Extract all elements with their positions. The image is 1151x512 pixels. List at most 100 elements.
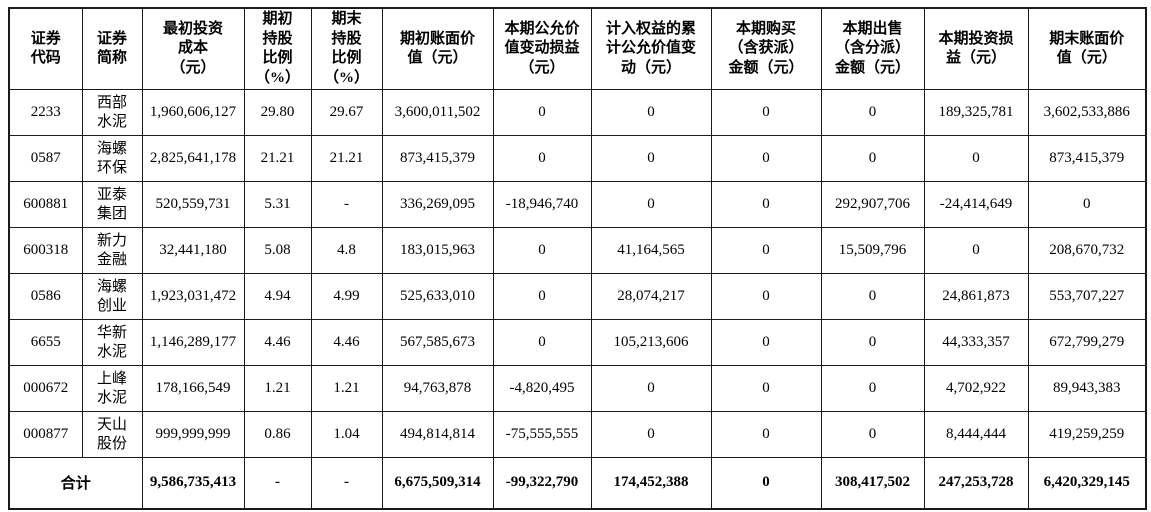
value-cell: 0 — [492, 135, 592, 182]
value-cell: 208,670,732 — [1027, 227, 1147, 274]
table-row: 000672 上峰 水泥 178,166,549 1.21 1.21 94,763,878… — [8, 365, 1147, 412]
total-label: 合计 — [8, 457, 143, 509]
total-value-cell: 6,675,509,314 — [381, 457, 494, 509]
column-header: 期初 持股 比例 （%） — [243, 7, 312, 90]
security-code: 600881 — [8, 181, 83, 228]
column-header: 期初账面价 值（元） — [381, 7, 494, 90]
value-cell: 105,213,606 — [590, 319, 712, 366]
value-cell: 0 — [820, 89, 925, 136]
table-body: 2233 西部 水泥 1,960,606,127 29.80 29.67 3,600,01… — [8, 89, 1147, 458]
value-cell: 3,600,011,502 — [381, 89, 494, 136]
security-name: 新力 金融 — [81, 227, 143, 274]
value-cell: 0 — [492, 227, 592, 274]
value-cell: 0 — [492, 319, 592, 366]
total-value-cell: - — [310, 457, 383, 509]
value-cell: 0 — [710, 319, 822, 366]
value-cell: 567,585,673 — [381, 319, 494, 366]
security-name: 上峰 水泥 — [81, 365, 143, 412]
value-cell: 0 — [590, 135, 712, 182]
value-cell: 0 — [710, 227, 822, 274]
column-header: 证券 代码 — [8, 7, 83, 90]
value-cell: 0 — [710, 411, 822, 458]
value-cell: 525,633,010 — [381, 273, 494, 320]
total-value-cell: 174,452,388 — [590, 457, 712, 509]
total-value-cell: 6,420,329,145 — [1027, 457, 1147, 509]
value-cell: 183,015,963 — [381, 227, 494, 274]
security-code: 000877 — [8, 411, 83, 458]
value-cell: 0.86 — [243, 411, 312, 458]
table-row: 0587 海螺 环保 2,825,641,178 21.21 21.21 873,415,… — [8, 135, 1147, 182]
table-row: 6655 华新 水泥 1,146,289,177 4.46 4.46 567,585,67… — [8, 319, 1147, 366]
value-cell: 0 — [590, 181, 712, 228]
value-cell: 94,763,878 — [381, 365, 494, 412]
security-name: 华新 水泥 — [81, 319, 143, 366]
total-value-cell: 308,417,502 — [820, 457, 925, 509]
value-cell: 21.21 — [310, 135, 383, 182]
value-cell: 0 — [710, 273, 822, 320]
total-value-cell: 247,253,728 — [923, 457, 1029, 509]
value-cell: 0 — [1027, 181, 1147, 228]
total-row: 合计 9,586,735,413- -6,675,509,314 -99,322,79… — [8, 457, 1147, 509]
value-cell: 0 — [710, 89, 822, 136]
value-cell: 4.46 — [243, 319, 312, 366]
value-cell: 29.80 — [243, 89, 312, 136]
value-cell: 0 — [820, 411, 925, 458]
column-header: 计入权益的累 计公允价值变 动（元） — [590, 7, 712, 90]
value-cell: 2,825,641,178 — [141, 135, 245, 182]
value-cell: 29.67 — [310, 89, 383, 136]
security-code: 6655 — [8, 319, 83, 366]
value-cell: 419,259,259 — [1027, 411, 1147, 458]
column-header: 本期公允价 值变动损益 （元） — [492, 7, 592, 90]
value-cell: 0 — [710, 365, 822, 412]
value-cell: 28,074,217 — [590, 273, 712, 320]
value-cell: 672,799,279 — [1027, 319, 1147, 366]
value-cell: 32,441,180 — [141, 227, 245, 274]
security-code: 0587 — [8, 135, 83, 182]
value-cell: 520,559,731 — [141, 181, 245, 228]
column-header: 期末账面价 值（元） — [1027, 7, 1147, 90]
value-cell: 5.08 — [243, 227, 312, 274]
security-code: 0586 — [8, 273, 83, 320]
value-cell: 4.8 — [310, 227, 383, 274]
security-name: 亚泰 集团 — [81, 181, 143, 228]
column-header: 本期购买 （含获派） 金额（元） — [710, 7, 822, 90]
value-cell: 0 — [820, 273, 925, 320]
security-code: 2233 — [8, 89, 83, 136]
value-cell: 1,923,031,472 — [141, 273, 245, 320]
value-cell: 4.46 — [310, 319, 383, 366]
value-cell: 0 — [590, 89, 712, 136]
value-cell: 0 — [820, 135, 925, 182]
value-cell: 0 — [710, 135, 822, 182]
table-row: 000877 天山 股份 999,999,999 0.86 1.04 494,814,81… — [8, 411, 1147, 458]
value-cell: 24,861,873 — [923, 273, 1029, 320]
column-header: 本期出售 （含分派） 金额（元） — [820, 7, 925, 90]
value-cell: 4.99 — [310, 273, 383, 320]
value-cell: 41,164,565 — [590, 227, 712, 274]
column-header: 最初投资 成本 （元） — [141, 7, 245, 90]
value-cell: 4,702,922 — [923, 365, 1029, 412]
value-cell: 1.04 — [310, 411, 383, 458]
value-cell: 494,814,814 — [381, 411, 494, 458]
total-value-cell: -99,322,790 — [492, 457, 592, 509]
header-row: 证券 代码 证券 简称 最初投资 成本 （元） 期初 持股 比例 （%） 期末 持股 比… — [8, 7, 1147, 90]
column-header: 证券 简称 — [81, 7, 143, 90]
table-row: 600318 新力 金融 32,441,180 5.08 4.8 183,015,963 0… — [8, 227, 1147, 274]
security-code: 600318 — [8, 227, 83, 274]
value-cell: 0 — [923, 135, 1029, 182]
value-cell: 0 — [923, 227, 1029, 274]
value-cell: 0 — [820, 365, 925, 412]
value-cell: 999,999,999 — [141, 411, 245, 458]
column-header: 本期投资损 益（元） — [923, 7, 1029, 90]
value-cell: 44,333,357 — [923, 319, 1029, 366]
value-cell: 553,707,227 — [1027, 273, 1147, 320]
value-cell: 8,444,444 — [923, 411, 1029, 458]
total-value-cell: 0 — [710, 457, 822, 509]
value-cell: 178,166,549 — [141, 365, 245, 412]
value-cell: 189,325,781 — [923, 89, 1029, 136]
value-cell: 1,960,606,127 — [141, 89, 245, 136]
value-cell: 336,269,095 — [381, 181, 494, 228]
value-cell: 1,146,289,177 — [141, 319, 245, 366]
value-cell: 0 — [492, 273, 592, 320]
value-cell: 3,602,533,886 — [1027, 89, 1147, 136]
